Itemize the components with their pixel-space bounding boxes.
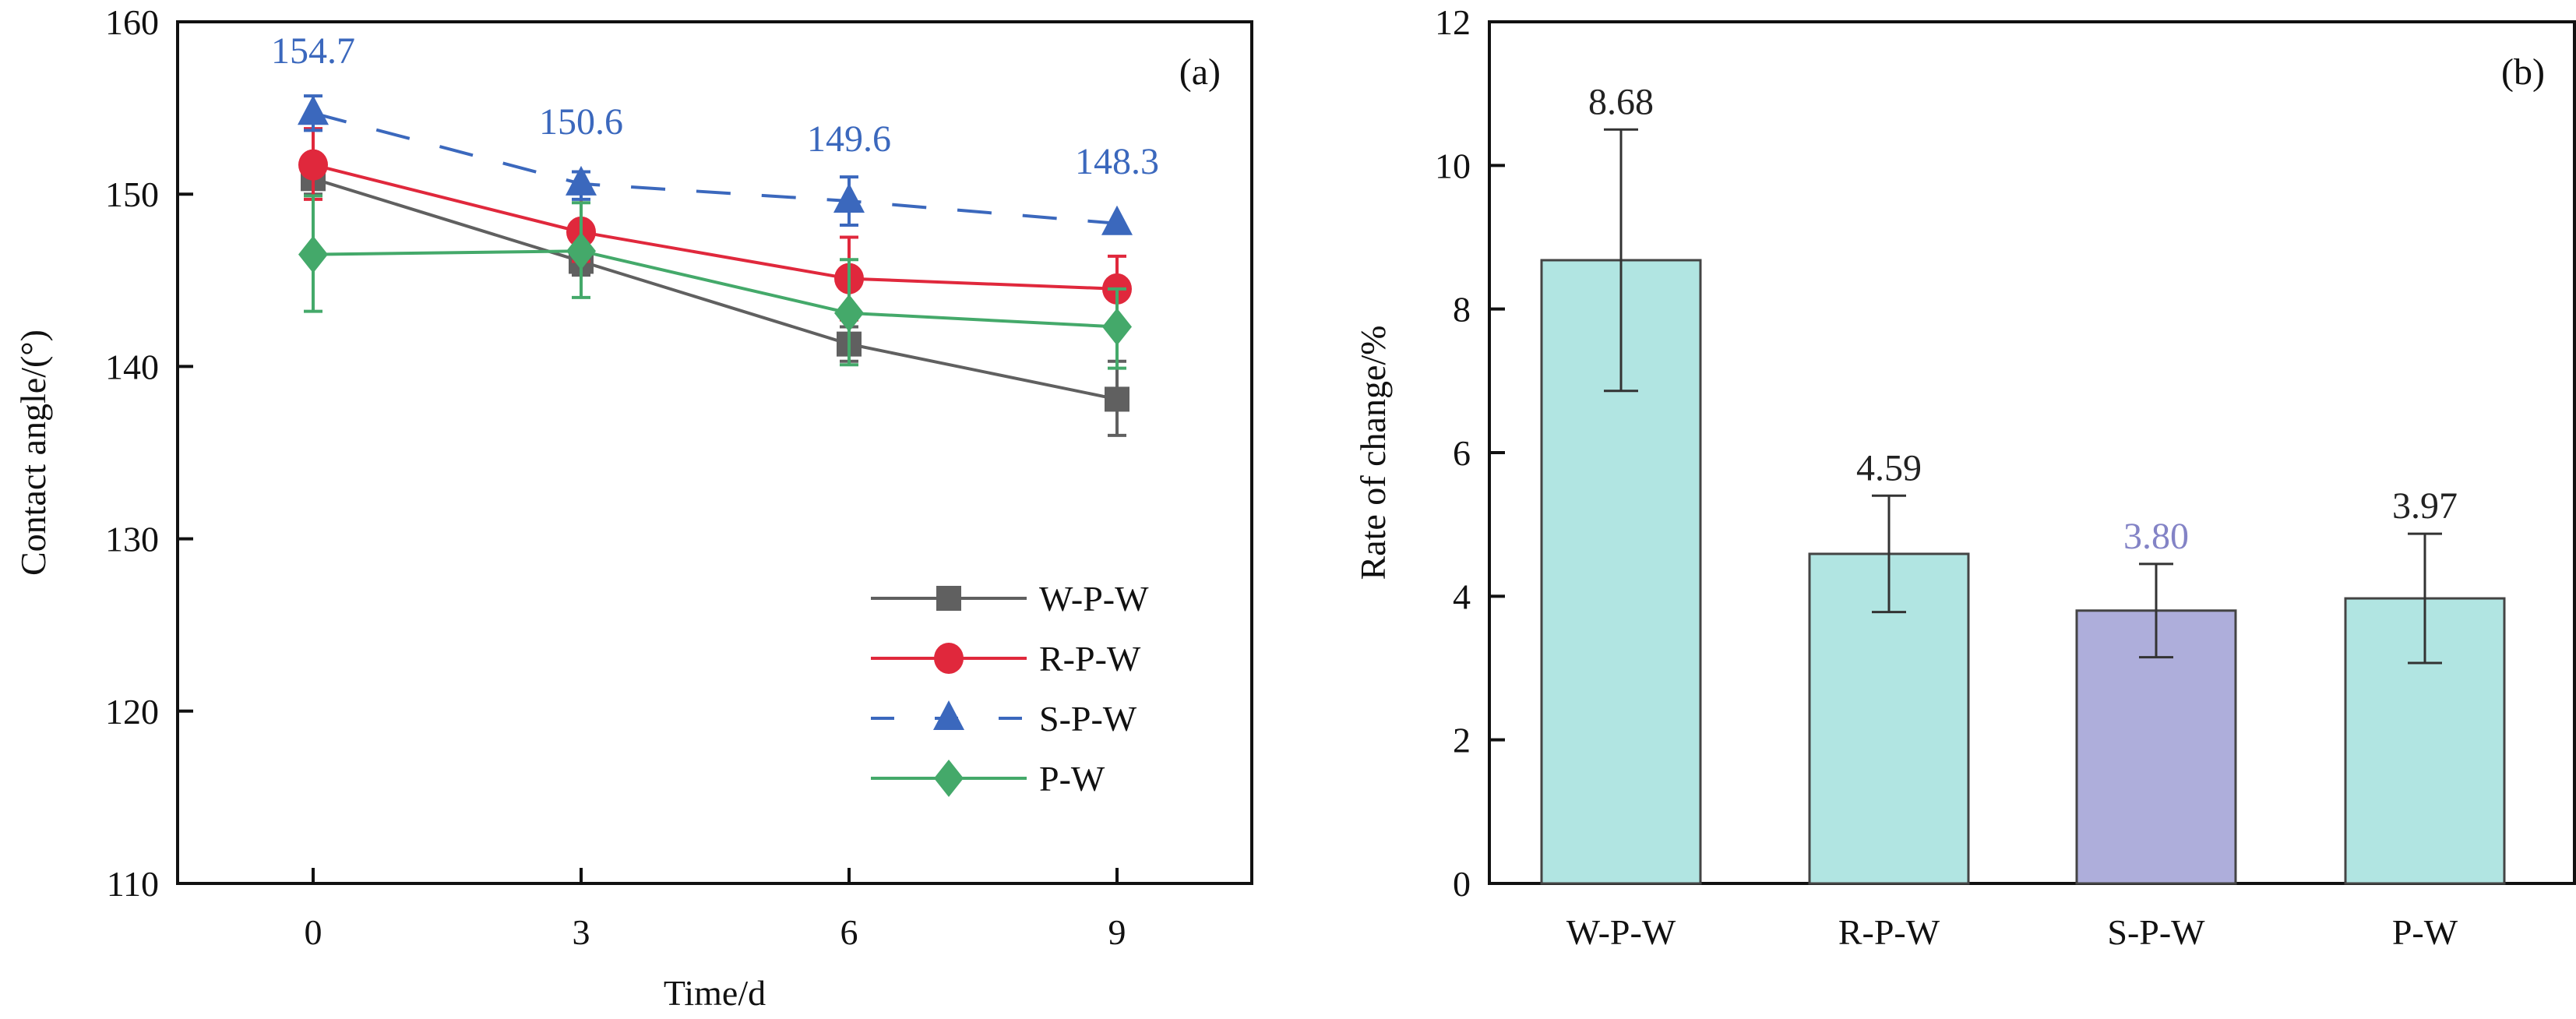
- series-w-p-w: [301, 164, 1129, 437]
- data-label: 8.68: [1588, 81, 1654, 122]
- panel-a-legend: W-P-W R-P-W S-P-W P-W: [871, 579, 1149, 799]
- legend-label: S-P-W: [1039, 699, 1137, 739]
- value-annotation: 150.6: [539, 101, 623, 143]
- y-tick-label: 12: [1435, 2, 1471, 42]
- data-point: [1105, 386, 1129, 412]
- y-tick-label: 6: [1453, 433, 1471, 473]
- data-label: 3.80: [2123, 516, 2189, 557]
- series-line: [312, 177, 1118, 401]
- panel-a-x-axis: 0 3 6 9: [305, 868, 1126, 952]
- y-tick-label: 150: [105, 175, 159, 214]
- panel-b-bar-chart: 0 2 4 6 8 10 12 8.68 4.59 3.80 3.97 W-P-W R-P-W S-P…: [1353, 2, 2576, 952]
- panel-b-y-axis-label: Rate of change/%: [1353, 326, 1393, 580]
- panel-b-x-axis: W-P-W R-P-W S-P-W P-W: [1566, 912, 2458, 952]
- y-tick-label: 110: [107, 864, 159, 904]
- data-point: [566, 165, 597, 196]
- x-tick-label: 3: [573, 912, 590, 952]
- legend-item-p-w: P-W: [871, 759, 1105, 799]
- y-tick-label: 4: [1453, 576, 1471, 616]
- panel-a-annotations: 154.7 150.6 149.6 148.3: [271, 30, 1159, 182]
- panel-b-label: (b): [2501, 51, 2545, 93]
- x-tick-label: P-W: [2392, 912, 2458, 952]
- value-annotation: 148.3: [1075, 141, 1159, 182]
- x-tick-label: R-P-W: [1838, 912, 1940, 952]
- value-annotation: 149.6: [807, 118, 891, 160]
- legend-marker: [936, 586, 961, 611]
- x-tick-label: 9: [1108, 912, 1126, 952]
- data-point: [1102, 308, 1132, 346]
- series-line: [312, 163, 1118, 291]
- y-tick-label: 2: [1453, 721, 1471, 760]
- data-point: [298, 149, 328, 181]
- bar-group-p-w: 3.97: [2344, 485, 2506, 885]
- panel-b-bars: 8.68 4.59 3.80 3.97: [1540, 81, 2506, 885]
- x-tick-label: S-P-W: [2107, 912, 2205, 952]
- panel-b-y-axis: 0 2 4 6 8 10 12: [1435, 2, 1505, 904]
- y-tick-label: 10: [1435, 146, 1471, 185]
- y-tick-label: 120: [105, 692, 159, 732]
- series-r-p-w: [298, 127, 1132, 323]
- data-point: [1101, 205, 1133, 235]
- data-label: 3.97: [2392, 485, 2458, 527]
- y-tick-label: 160: [105, 2, 159, 42]
- legend-label: R-P-W: [1039, 639, 1141, 679]
- bar-group-r-p-w: 4.59: [1808, 447, 1970, 885]
- x-tick-label: W-P-W: [1566, 912, 1676, 952]
- legend-marker: [934, 760, 964, 797]
- legend-item-r-p-w: R-P-W: [871, 639, 1141, 679]
- data-point: [834, 294, 864, 332]
- series-line: [312, 249, 1118, 329]
- value-annotation: 154.7: [271, 30, 355, 72]
- x-tick-label: 0: [305, 912, 322, 952]
- panel-a-x-axis-label: Time/d: [664, 973, 766, 1013]
- data-point: [298, 95, 329, 125]
- y-tick-label: 8: [1453, 290, 1471, 330]
- legend-item-s-p-w: S-P-W: [871, 699, 1137, 739]
- data-label: 4.59: [1856, 447, 1922, 488]
- legend-label: W-P-W: [1039, 579, 1149, 619]
- bar-group-s-p-w: 3.80: [2075, 516, 2237, 885]
- bar-group-w-p-w: 8.68: [1540, 81, 1702, 885]
- panel-a-label: (a): [1179, 51, 1221, 93]
- legend-label: P-W: [1039, 759, 1105, 799]
- panel-a-series: [298, 94, 1133, 437]
- panel-a-y-axis-label: Contact angle/(°): [13, 330, 53, 576]
- x-tick-label: 6: [840, 912, 858, 952]
- y-tick-label: 0: [1453, 864, 1471, 904]
- data-point: [566, 232, 596, 270]
- y-tick-label: 130: [105, 520, 159, 559]
- y-tick-label: 140: [105, 347, 159, 386]
- legend-item-w-p-w: W-P-W: [871, 579, 1149, 619]
- series-line: [312, 111, 1118, 225]
- legend-marker: [934, 643, 964, 674]
- panel-a-line-chart: 110 120 130 140 150 160 0 3 6 9 Contact angle/(°…: [13, 2, 1253, 1013]
- data-point: [298, 235, 328, 273]
- panel-a-y-axis: 110 120 130 140 150 160: [105, 2, 193, 904]
- series-p-w: [298, 194, 1132, 370]
- legend-marker: [933, 700, 964, 730]
- series-s-p-w: [298, 94, 1133, 235]
- data-point: [833, 183, 865, 213]
- panel-a-plot-frame: [176, 20, 1253, 885]
